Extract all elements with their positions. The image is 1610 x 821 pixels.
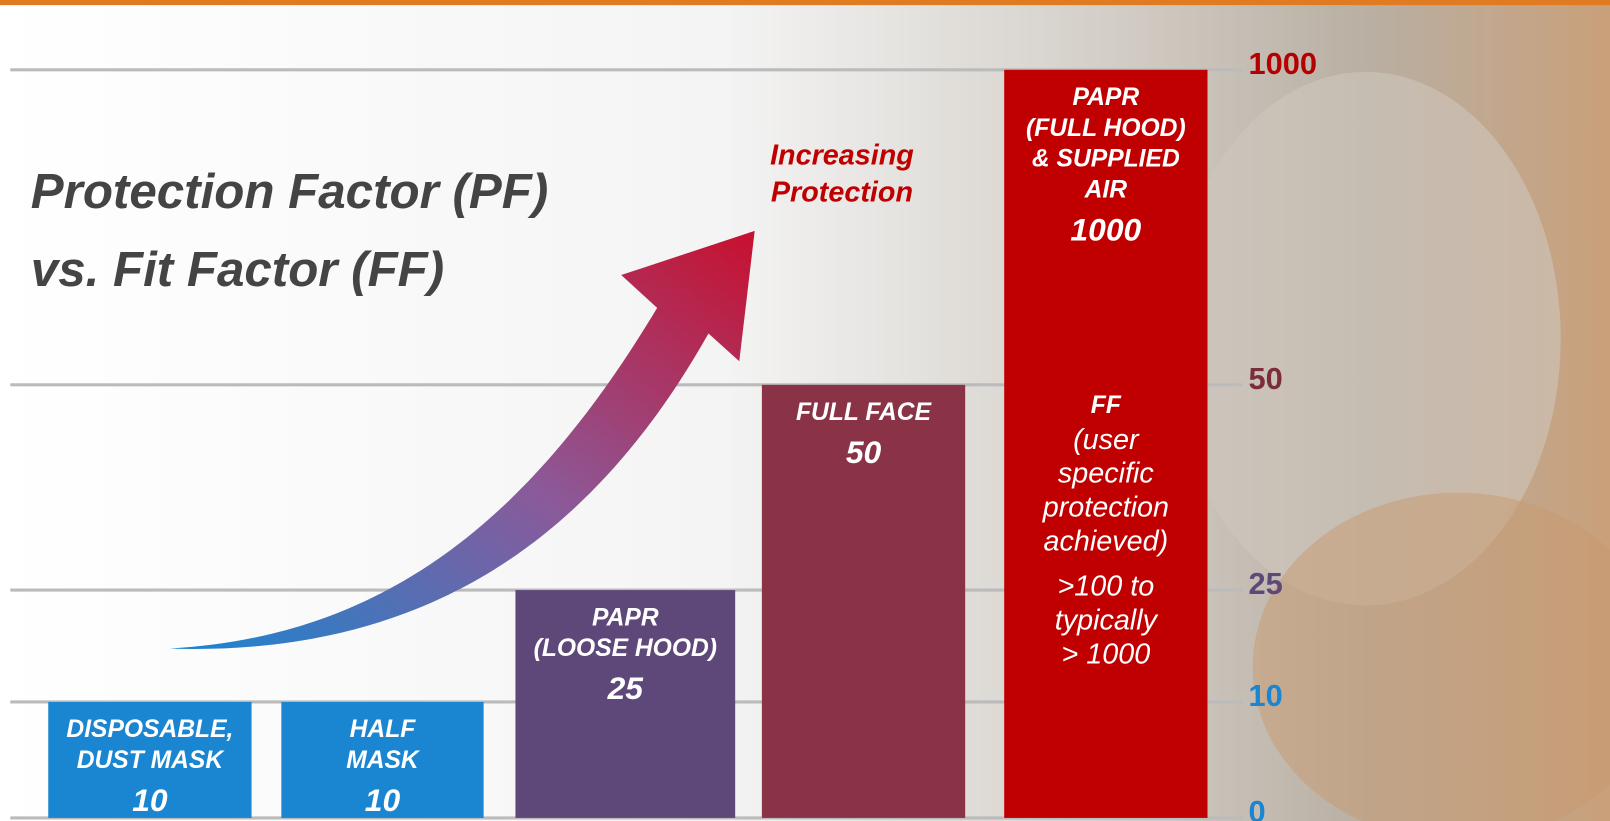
page: {"chart_data":{"type":"bar", "title":["P… xyxy=(0,0,1610,821)
bar-category-label: PAPR xyxy=(592,604,659,631)
bar-value-label: 25 xyxy=(607,670,645,706)
annotation-range: > 1000 xyxy=(1061,638,1150,670)
bar-value-label: 10 xyxy=(365,782,401,818)
annotation-line: (user xyxy=(1073,424,1140,456)
bar-category-label: FULL FACE xyxy=(796,399,933,426)
bar-category-label: PAPR xyxy=(1073,84,1140,111)
annotation-line: specific xyxy=(1058,458,1154,490)
y-tick-label: 50 xyxy=(1249,361,1283,396)
y-tick-label: 25 xyxy=(1249,566,1283,601)
bar-category-label: & SUPPLIED xyxy=(1032,146,1180,173)
chart-title: Protection Factor (PF) xyxy=(31,164,548,219)
annotation-line: protection xyxy=(1042,492,1169,524)
y-tick-label: 10 xyxy=(1249,678,1283,713)
bar-category-label: MASK xyxy=(346,747,421,774)
bar-category-label: DUST MASK xyxy=(77,747,226,774)
bar-category-label: AIR xyxy=(1084,176,1128,203)
annotation-line: achieved) xyxy=(1044,525,1169,557)
arrow-label: Protection xyxy=(771,177,913,209)
y-tick-label: 0 xyxy=(1249,794,1266,821)
top-bar xyxy=(0,0,1610,5)
bar-category-label: (FULL HOOD) xyxy=(1026,115,1186,142)
bar-category-label: DISPOSABLE, xyxy=(66,716,233,743)
annotation-range: typically xyxy=(1055,605,1159,637)
bar-category-label: (LOOSE HOOD) xyxy=(534,635,717,662)
annotation-heading: FF xyxy=(1091,392,1122,419)
arrow-label: Increasing xyxy=(770,140,914,172)
chart-title: vs. Fit Factor (FF) xyxy=(31,242,444,297)
bar-value-label: 10 xyxy=(132,782,168,818)
bar-value-label: 1000 xyxy=(1070,211,1141,247)
annotation-range: >100 to xyxy=(1057,571,1154,603)
bar-category-label: HALF xyxy=(350,716,417,743)
chart: Protection Factor (PF) vs. Fit Factor (F… xyxy=(0,0,1610,821)
y-tick-label: 1000 xyxy=(1249,46,1318,81)
bar-value-label: 50 xyxy=(846,434,882,470)
